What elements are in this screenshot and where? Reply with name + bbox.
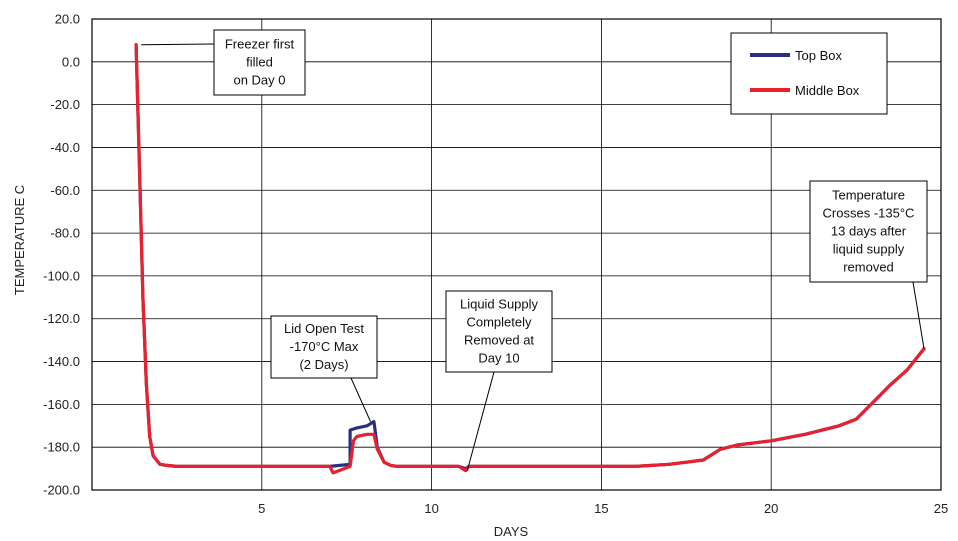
annotations: Freezer first filled on Day 0 Lid Open Test… bbox=[141, 29, 928, 471]
y-axis-ticks: 20.0 0.0 -20.0 -40.0 -60.0 -80.0 -100.0 -120.0 -… bbox=[43, 12, 80, 498]
annotation-text: liquid supply bbox=[833, 242, 905, 257]
annotation-text: Temperature bbox=[832, 188, 905, 203]
y-tick-label: -40.0 bbox=[50, 140, 80, 155]
y-tick-label: 0.0 bbox=[62, 54, 80, 69]
annotation-text: Crosses -135°C bbox=[823, 206, 915, 221]
series-line-middle-box bbox=[134, 43, 926, 475]
annotation-text: Completely bbox=[466, 315, 532, 330]
annotation-box bbox=[809, 180, 928, 283]
annotation-box bbox=[445, 290, 553, 373]
y-tick-label: -180.0 bbox=[43, 440, 80, 455]
annotation-text: (2 Days) bbox=[299, 357, 348, 372]
y-tick-label: -100.0 bbox=[43, 268, 80, 283]
annotation-text: 13 days after bbox=[831, 224, 907, 239]
annotation-callout: Temperature Crosses -135°C 13 days after li… bbox=[809, 180, 928, 349]
annotation-callout: Lid Open Test -170°C Max (2 Days) bbox=[270, 315, 378, 422]
annotation-leader-line bbox=[141, 43, 215, 46]
y-tick-label: -160.0 bbox=[43, 397, 80, 412]
y-tick-label: -80.0 bbox=[50, 226, 80, 241]
legend-label: Middle Box bbox=[795, 83, 860, 98]
x-tick-label: 10 bbox=[424, 501, 438, 516]
y-tick-label: -20.0 bbox=[50, 97, 80, 112]
annotation-leader-line bbox=[466, 371, 495, 471]
annotation-text: removed bbox=[843, 260, 894, 275]
x-tick-label: 15 bbox=[594, 501, 608, 516]
x-axis-ticks: 5 10 15 20 25 bbox=[258, 501, 948, 516]
annotation-text: filled bbox=[246, 55, 273, 70]
annotation-text: -170°C Max bbox=[290, 339, 359, 354]
x-tick-label: 5 bbox=[258, 501, 265, 516]
annotation-leader-line bbox=[350, 377, 371, 422]
annotation-text: Removed at bbox=[464, 333, 534, 348]
annotation-text: Liquid Supply bbox=[460, 297, 539, 312]
x-axis-title: DAYS bbox=[494, 524, 529, 539]
legend-box bbox=[730, 32, 888, 115]
legend-label: Top Box bbox=[795, 48, 842, 63]
x-tick-label: 25 bbox=[934, 501, 948, 516]
annotation-box bbox=[270, 315, 378, 379]
x-tick-label: 20 bbox=[764, 501, 778, 516]
y-axis-title: TEMPERATURE C bbox=[12, 185, 27, 295]
annotation-text: Lid Open Test bbox=[284, 321, 364, 336]
annotation-box bbox=[213, 29, 306, 96]
annotation-callout: Liquid Supply Completely Removed at Day 10 bbox=[445, 290, 553, 471]
y-tick-label: -120.0 bbox=[43, 311, 80, 326]
annotation-text: Day 10 bbox=[478, 351, 519, 366]
legend: Top Box Middle Box bbox=[730, 32, 888, 115]
y-tick-label: -200.0 bbox=[43, 483, 80, 498]
y-tick-label: -60.0 bbox=[50, 183, 80, 198]
annotation-callout: Freezer first filled on Day 0 bbox=[141, 29, 306, 96]
y-tick-label: 20.0 bbox=[55, 12, 80, 27]
annotation-text: on Day 0 bbox=[233, 73, 285, 88]
y-tick-label: -140.0 bbox=[43, 354, 80, 369]
annotation-text: Freezer first bbox=[225, 37, 295, 52]
annotation-leader-line bbox=[912, 281, 925, 349]
plot-area-frame bbox=[91, 18, 942, 491]
series bbox=[134, 43, 926, 475]
